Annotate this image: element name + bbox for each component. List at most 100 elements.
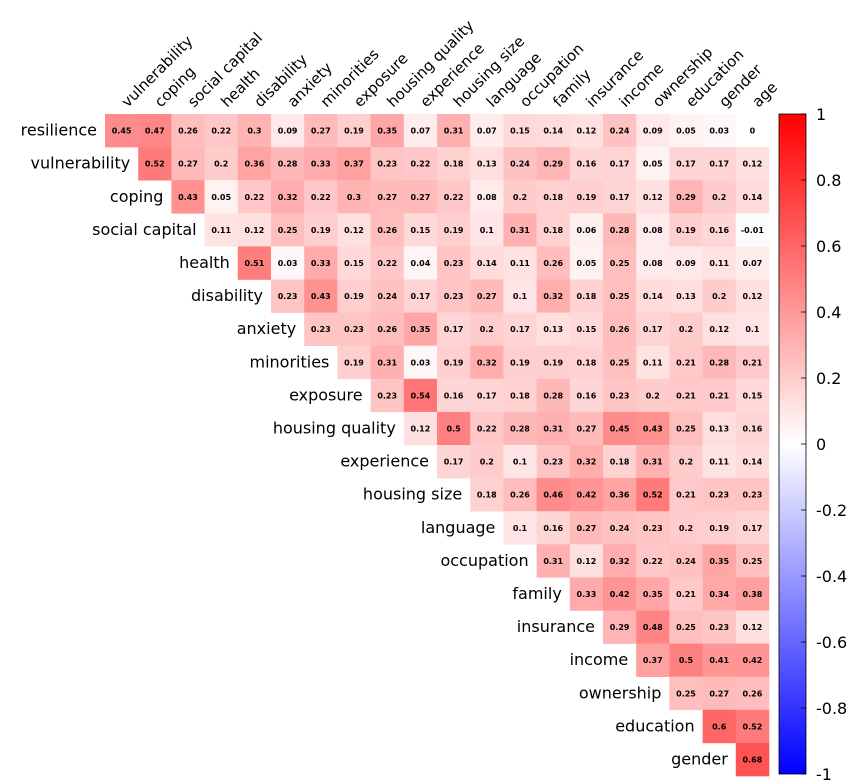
cell-value-label: 0.32 — [278, 193, 298, 202]
heatmap-cell — [337, 147, 371, 181]
cell-value-label: 0.5 — [679, 656, 694, 665]
cell-value-label: 0.13 — [676, 292, 696, 301]
heatmap-cell — [669, 544, 703, 578]
cell-value-label: 0.23 — [643, 524, 663, 533]
heatmap-cell — [702, 610, 737, 644]
heatmap-cell — [702, 709, 737, 744]
heatmap-cell — [702, 511, 737, 545]
cell-value-label: 0.09 — [278, 127, 298, 136]
heatmap-cell — [735, 147, 770, 181]
row-label: education — [615, 716, 694, 735]
cell-value-label: 0.27 — [577, 424, 597, 433]
cell-value-label: 0.18 — [444, 160, 464, 169]
cell-value-label: 0.19 — [510, 358, 530, 367]
cell-value-label: 0.17 — [643, 325, 663, 334]
heatmap-cell — [536, 411, 571, 446]
heatmap-cell — [735, 511, 770, 545]
cell-value-label: 0.1 — [513, 292, 528, 301]
heatmap-cell — [702, 213, 737, 247]
heatmap-cell — [237, 114, 272, 148]
row-label: ownership — [579, 683, 662, 702]
heatmap-cell — [304, 246, 338, 280]
heatmap-cell — [669, 676, 703, 711]
cell-value-label: 0.2 — [679, 458, 693, 467]
heatmap-cell — [735, 742, 770, 777]
cell-value-label: 0.13 — [709, 424, 729, 433]
heatmap-cell — [370, 345, 405, 380]
heatmap-cell — [702, 544, 737, 578]
cell-value-label: 0.25 — [676, 689, 696, 698]
row-label: housing quality — [273, 418, 396, 437]
cell-value-label: 0.38 — [743, 590, 763, 599]
cell-value-label: 0.15 — [743, 391, 763, 400]
heatmap-cell — [702, 577, 737, 611]
cell-value-label: 0.29 — [543, 160, 563, 169]
row-label: anxiety — [237, 319, 296, 338]
cell-value-label: 0.15 — [344, 259, 364, 268]
heatmap-cell — [237, 147, 272, 181]
heatmap-cell — [735, 478, 770, 512]
cell-value-label: 0.24 — [610, 127, 630, 136]
cell-value-label: 0.48 — [643, 623, 663, 632]
heatmap-cell — [636, 643, 670, 677]
heatmap-cell — [569, 312, 604, 346]
cell-value-label: 0.19 — [344, 127, 364, 136]
cell-value-label: 0.35 — [377, 127, 397, 136]
heatmap-cell — [636, 279, 670, 313]
heatmap-cell — [337, 246, 371, 280]
heatmap-cell — [669, 511, 703, 545]
cell-value-label: 0.16 — [577, 391, 597, 400]
heatmap-cell — [105, 114, 139, 148]
cell-value-label: 0.09 — [643, 127, 663, 136]
heatmap-cell — [370, 378, 405, 413]
heatmap-cell — [503, 180, 537, 214]
cell-value-label: 0.52 — [145, 160, 165, 169]
cell-value-label: 0.18 — [610, 458, 630, 467]
cell-value-label: 0.2 — [712, 292, 726, 301]
heatmap-cell — [702, 411, 737, 446]
cell-value-label: 0.12 — [743, 160, 763, 169]
cell-value-label: 0.11 — [510, 259, 530, 268]
cell-value-label: 0.32 — [477, 358, 497, 367]
heatmap-cell — [503, 147, 537, 181]
cell-value-label: 0.23 — [377, 391, 397, 400]
heatmap-cell — [636, 114, 670, 148]
cell-value-label: 0.21 — [676, 590, 696, 599]
cell-value-label: 0.47 — [145, 127, 165, 136]
heatmap-cell — [470, 478, 504, 512]
cell-value-label: 0.34 — [709, 590, 729, 599]
heatmap-cell — [370, 312, 405, 346]
heatmap-cell — [304, 147, 338, 181]
heatmap-cell — [503, 246, 537, 280]
cell-value-label: 0.24 — [377, 292, 397, 301]
color-legend: 1 0.8 0.6 0.4 0.2 0 -0.2 -0.4 -0.6 -0.8 -1 — [778, 105, 847, 782]
heatmap-cell — [669, 478, 703, 512]
cell-value-label: 0.25 — [610, 259, 630, 268]
heatmap-cell — [603, 213, 637, 247]
heatmap-cell — [735, 676, 770, 711]
cell-value-label: 0.26 — [510, 491, 530, 500]
heatmap-cell — [702, 643, 737, 677]
heatmap-cell — [470, 180, 504, 214]
heatmap-cell — [470, 345, 504, 380]
heatmap-cell — [403, 246, 438, 280]
cell-value-label: 0.09 — [676, 259, 696, 268]
heatmap-cell — [503, 114, 537, 148]
heatmap-cell — [636, 577, 670, 611]
cell-value-label: 0.51 — [245, 259, 265, 268]
heatmap-cell — [437, 445, 471, 479]
cell-value-label: 0.28 — [543, 391, 563, 400]
cell-value-label: 0.21 — [676, 391, 696, 400]
cell-value-label: 0.3 — [347, 193, 361, 202]
heatmap-cell — [569, 577, 604, 611]
heatmap-cell — [337, 213, 371, 247]
heatmap-cell — [702, 279, 737, 313]
heatmap-cell — [536, 544, 571, 578]
cell-value-label: 0.2 — [712, 193, 726, 202]
heatmap-cell — [702, 676, 737, 711]
heatmap-cell — [636, 246, 670, 280]
cell-value-label: 0.23 — [543, 458, 563, 467]
cell-value-label: 0.06 — [577, 226, 597, 235]
cell-value-label: 0.27 — [477, 292, 497, 301]
